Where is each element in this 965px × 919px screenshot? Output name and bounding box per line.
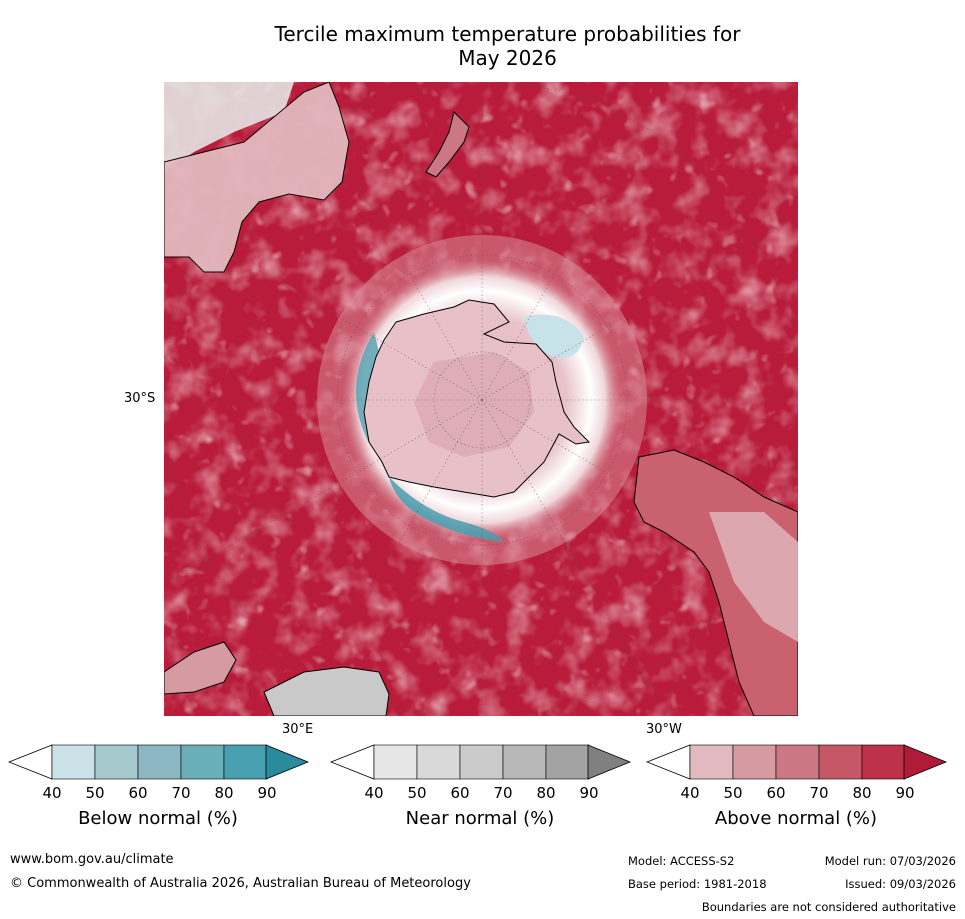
grid-meridian-150 [298, 82, 483, 401]
colorbar-below-normal [8, 744, 310, 780]
footer-issued: Issued: 09/03/2026 [845, 877, 956, 891]
colorbar-near-normal-graphic [330, 744, 632, 780]
colorbar-below-normal-graphic [8, 744, 310, 780]
lon-label-30e: 30°E [282, 722, 314, 737]
colorbar-swatch [223, 744, 268, 780]
colorbar-swatch [861, 744, 906, 780]
near-normal-patch-nw [164, 82, 294, 172]
footer-model-run: Model run: 07/03/2026 [824, 854, 956, 868]
colorbar-tick-label: 60 [766, 784, 786, 802]
grid-meridian-240 [481, 215, 798, 401]
colorbar-tick-label: 50 [723, 784, 743, 802]
footer-url: www.bom.gov.au/climate [10, 852, 174, 867]
colorbar-tick-label: 80 [536, 784, 556, 802]
colorbar-label-above: Above normal (%) [714, 808, 878, 829]
footer-base-period: Base period: 1981-2018 [628, 877, 767, 891]
colorbar-tick-label: 60 [450, 784, 470, 802]
australia-coastline [164, 82, 350, 273]
colorbar-tick-label: 50 [85, 784, 105, 802]
grid-meridian-120 [164, 215, 483, 401]
new-zealand-coastline [425, 111, 470, 178]
probability-map [164, 82, 798, 716]
south-america-interior [709, 512, 798, 642]
colorbar-above-normal [646, 744, 948, 780]
colorbar-swatch [732, 744, 777, 780]
colorbar-tick-label: 90 [579, 784, 599, 802]
colorbar-tick-label: 60 [128, 784, 148, 802]
colorbar-tick-label: 80 [852, 784, 872, 802]
footer-model: Model: ACCESS-S2 [628, 854, 735, 868]
colorbar-swatch [373, 744, 418, 780]
colorbar-swatch [818, 744, 863, 780]
footer-boundaries: Boundaries are not considered authoritat… [701, 900, 956, 914]
colorbar-tick-label: 40 [680, 784, 700, 802]
grid-meridian-330 [481, 399, 666, 716]
colorbar-swatch [416, 744, 461, 780]
lon-label-30w: 30°W [646, 722, 682, 737]
colorbar-above-normal-graphic [646, 744, 948, 780]
grid-meridian-30 [298, 399, 483, 716]
colorbar-tick-label: 70 [809, 784, 829, 802]
colorbar-tick-label: 50 [407, 784, 427, 802]
colorbar-tick-label: 90 [895, 784, 915, 802]
colorbar-near-normal [330, 744, 632, 780]
colorbar-tick-label: 40 [42, 784, 62, 802]
colorbar-tick-label: 40 [364, 784, 384, 802]
africa-coastline [164, 641, 237, 695]
footer-copyright: © Commonwealth of Australia 2026, Austra… [10, 876, 471, 891]
grid-meridian-210 [481, 82, 666, 401]
lat-label-30s: 30°S [124, 391, 156, 406]
colorbar-swatch [459, 744, 504, 780]
title-line-2: May 2026 [458, 46, 557, 70]
colorbar-tick-label: 70 [171, 784, 191, 802]
colorbar-tick-label: 90 [257, 784, 277, 802]
map-title: Tercile maximum temperature probabilitie… [200, 22, 815, 70]
madagascar-coastline [263, 666, 390, 716]
colorbar-tick-label: 80 [214, 784, 234, 802]
title-line-1: Tercile maximum temperature probabilitie… [274, 22, 741, 46]
colorbar-swatch [502, 744, 547, 780]
colorbar-label-below: Below normal (%) [78, 808, 238, 829]
colorbar-swatch [51, 744, 96, 780]
colorbar-swatch [689, 744, 734, 780]
grid-meridian-60 [164, 399, 483, 585]
colorbar-tick-label: 70 [493, 784, 513, 802]
colorbar-swatch [180, 744, 225, 780]
colorbar-swatch [137, 744, 182, 780]
below-normal-arc-south [389, 477, 504, 542]
colorbar-label-near: Near normal (%) [405, 808, 555, 829]
colorbar-swatch [94, 744, 139, 780]
colorbar-swatch [545, 744, 590, 780]
colorbar-swatch [775, 744, 820, 780]
